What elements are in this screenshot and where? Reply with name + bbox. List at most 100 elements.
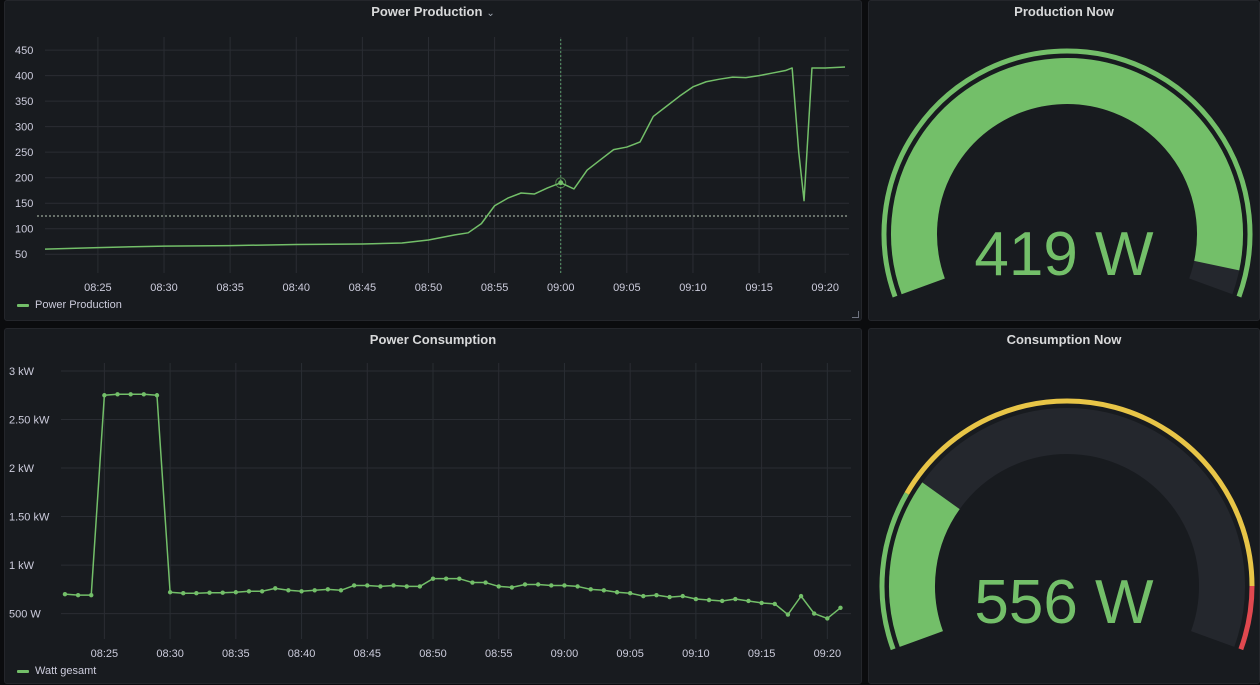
series-line <box>44 66 846 250</box>
y-tick-label: 350 <box>15 96 33 108</box>
data-point <box>181 591 186 596</box>
y-tick-label: 2.50 kW <box>9 415 50 427</box>
production-now-panel: Production Now 419 W <box>868 0 1260 321</box>
data-point <box>299 589 304 594</box>
x-tick-label: 09:20 <box>811 282 839 294</box>
x-tick-label: 08:30 <box>150 282 178 294</box>
gauge-value: 556 W <box>974 568 1154 637</box>
data-point <box>470 580 475 585</box>
y-tick-label: 300 <box>15 122 33 134</box>
data-point <box>457 576 462 581</box>
x-tick-label: 09:00 <box>551 648 579 660</box>
x-tick-label: 08:30 <box>156 648 184 660</box>
gauge-value: 419 W <box>974 220 1154 289</box>
data-point <box>588 587 593 592</box>
consumption-chart[interactable]: 500 W 1 kW 1.50 kW 2 kW 2.50 kW 3 kW 08:25 08:3… <box>5 329 863 685</box>
data-point <box>115 392 120 397</box>
legend-label: Watt gesamt <box>35 665 97 677</box>
x-tick-label: 08:55 <box>485 648 513 660</box>
data-point <box>102 393 107 398</box>
data-point <box>641 593 646 599</box>
data-point <box>167 590 173 595</box>
panel-title[interactable]: Power Consumption <box>5 332 861 347</box>
data-point <box>128 392 133 397</box>
x-tick-label: 09:20 <box>814 648 842 660</box>
hover-point-ring <box>555 177 567 189</box>
data-point <box>286 588 291 593</box>
x-tick-label: 09:10 <box>679 282 707 294</box>
data-point <box>391 583 396 588</box>
data-point <box>601 588 607 593</box>
y-tick-label: 100 <box>15 224 33 236</box>
data-point <box>522 582 528 587</box>
y-tick-label: 400 <box>15 71 33 83</box>
data-point <box>259 589 265 594</box>
data-point <box>246 589 252 594</box>
data-point <box>667 594 672 600</box>
data-point <box>417 584 423 589</box>
resize-handle[interactable] <box>852 311 859 318</box>
data-point <box>759 600 764 606</box>
data-point <box>772 601 777 607</box>
y-tick-label: 250 <box>15 147 33 159</box>
panel-title-text: Power Production <box>371 4 483 19</box>
threshold-band <box>881 48 1253 298</box>
data-point <box>785 612 791 617</box>
x-tick-label: 08:25 <box>91 648 119 660</box>
x-tick-label: 08:40 <box>282 282 310 294</box>
data-point <box>75 592 81 598</box>
data-point <box>549 583 554 588</box>
panel-title[interactable]: Production Now <box>1014 4 1114 19</box>
data-point <box>509 585 515 590</box>
x-tick-label: 09:15 <box>748 648 776 660</box>
data-point <box>430 576 436 581</box>
power-consumption-panel: Power Consumption 500 W 1 kW 1.50 kW 2 kW 2.… <box>4 328 862 684</box>
data-point <box>680 593 685 599</box>
threshold-band <box>879 492 909 651</box>
y-tick-label: 200 <box>15 173 33 185</box>
power-production-panel: Power Production ⌄ 50 100 150 200 250 300 350 40… <box>4 0 862 321</box>
data-point <box>220 590 225 595</box>
x-tick-label: 09:05 <box>613 282 641 294</box>
data-point <box>89 592 94 598</box>
data-point <box>194 591 199 596</box>
data-point <box>312 588 317 593</box>
data-point <box>233 590 239 595</box>
production-chart[interactable]: 50 100 150 200 250 300 350 400 450 08:25 08:30 08:3… <box>5 1 863 322</box>
y-tick-label: 1 kW <box>9 560 35 572</box>
panel-title[interactable]: Power Production ⌄ <box>5 4 861 19</box>
legend-item[interactable]: Power Production <box>17 299 122 311</box>
y-tick-label: 150 <box>15 198 33 210</box>
x-tick-label: 08:45 <box>354 648 382 660</box>
threshold-band <box>904 398 1255 587</box>
data-point <box>443 576 449 581</box>
x-tick-label: 08:35 <box>216 282 244 294</box>
data-point <box>706 597 712 603</box>
x-tick-label: 09:00 <box>547 282 575 294</box>
y-tick-label: 2 kW <box>9 463 35 475</box>
x-tick-label: 08:35 <box>222 648 250 660</box>
y-tick-label: 3 kW <box>9 366 35 378</box>
x-tick-label: 09:10 <box>682 648 710 660</box>
data-point <box>141 392 147 397</box>
x-tick-label: 08:55 <box>481 282 509 294</box>
data-point <box>365 583 370 588</box>
y-tick-label: 450 <box>15 45 33 57</box>
data-point <box>496 584 501 589</box>
panel-title[interactable]: Consumption Now <box>1006 332 1122 347</box>
chevron-down-icon[interactable]: ⌄ <box>486 8 495 19</box>
legend-item[interactable]: Watt gesamt <box>17 665 96 677</box>
y-tick-label: 50 <box>15 249 27 261</box>
data-point <box>838 605 843 610</box>
x-tick-label: 08:45 <box>349 282 377 294</box>
data-point <box>378 584 383 589</box>
data-point <box>614 590 620 595</box>
x-tick-label: 08:40 <box>288 648 316 660</box>
data-point <box>273 586 278 591</box>
data-point <box>825 616 830 621</box>
data-point <box>798 593 804 599</box>
x-tick-label: 08:25 <box>84 282 112 294</box>
data-point <box>654 592 659 598</box>
x-tick-label: 09:05 <box>616 648 644 660</box>
data-point <box>338 588 344 593</box>
